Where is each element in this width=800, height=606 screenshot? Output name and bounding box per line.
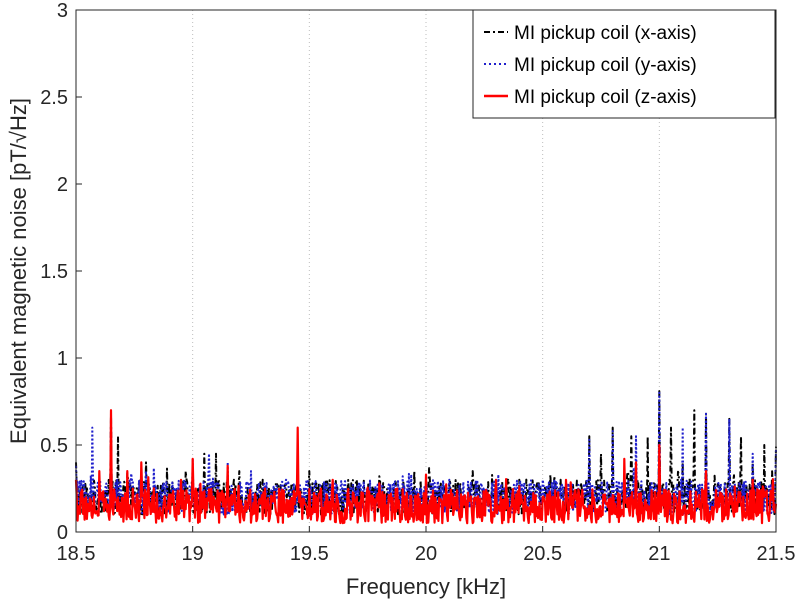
series-line [75,390,777,516]
y-tick-label: 2.5 [40,87,68,109]
legend-label-x: MI pickup coil (x-axis) [514,23,697,44]
legend-label-z: MI pickup coil (z-axis) [514,87,697,108]
series-group [74,390,778,525]
y-tick-label: 1 [57,348,68,370]
x-tick-label: 19.5 [290,543,329,565]
series-line [74,409,778,525]
y-tick-label: 2 [57,174,68,196]
y-tick-labels: 0 0.5 1 1.5 2 2.5 3 [40,0,82,544]
series-line [75,391,777,516]
x-gridlines [192,10,660,532]
legend: MI pickup coil (x-axis) MI pickup coil (… [472,9,776,119]
x-tick-label: 20 [415,543,437,565]
legend-label-y: MI pickup coil (y-axis) [514,55,697,76]
legend-box [472,9,776,119]
y-tick-label: 1.5 [40,261,68,283]
x-tick-label: 18.5 [57,543,96,565]
x-tick-label: 21.5 [757,543,796,565]
x-tick-labels: 18.5 19 19.5 20 20.5 21 21.5 [57,526,796,565]
y-tick-label: 0 [57,522,68,544]
y-tick-label: 0.5 [40,435,68,457]
x-tick-label: 21 [648,543,670,565]
x-axis-label: Frequency [kHz] [346,574,506,599]
y-axis-label: Equivalent magnetic noise [pT/√Hz] [6,98,31,444]
x-tick-label: 20.5 [523,543,562,565]
y-tick-label: 3 [57,0,68,22]
x-tick-label: 19 [182,543,204,565]
